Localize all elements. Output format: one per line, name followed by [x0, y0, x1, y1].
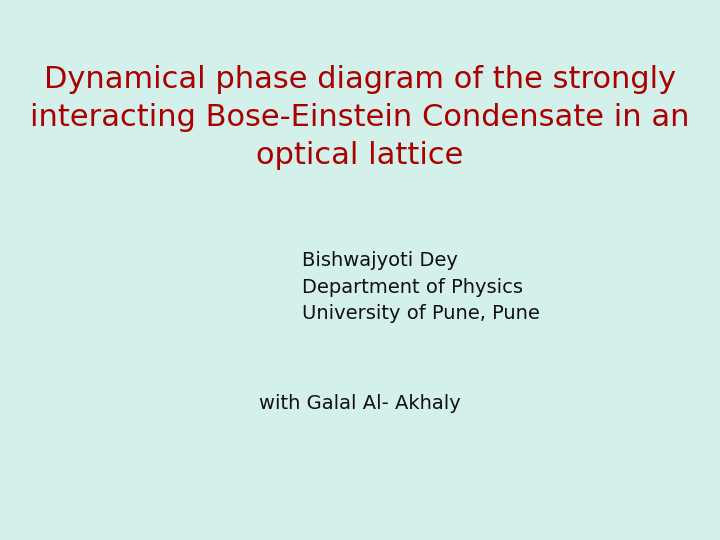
- Text: Dynamical phase diagram of the strongly
interacting Bose-Einstein Condensate in : Dynamical phase diagram of the strongly …: [30, 65, 690, 170]
- Text: Bishwajyoti Dey
Department of Physics
University of Pune, Pune: Bishwajyoti Dey Department of Physics Un…: [302, 251, 540, 323]
- Text: with Galal Al- Akhaly: with Galal Al- Akhaly: [259, 394, 461, 413]
